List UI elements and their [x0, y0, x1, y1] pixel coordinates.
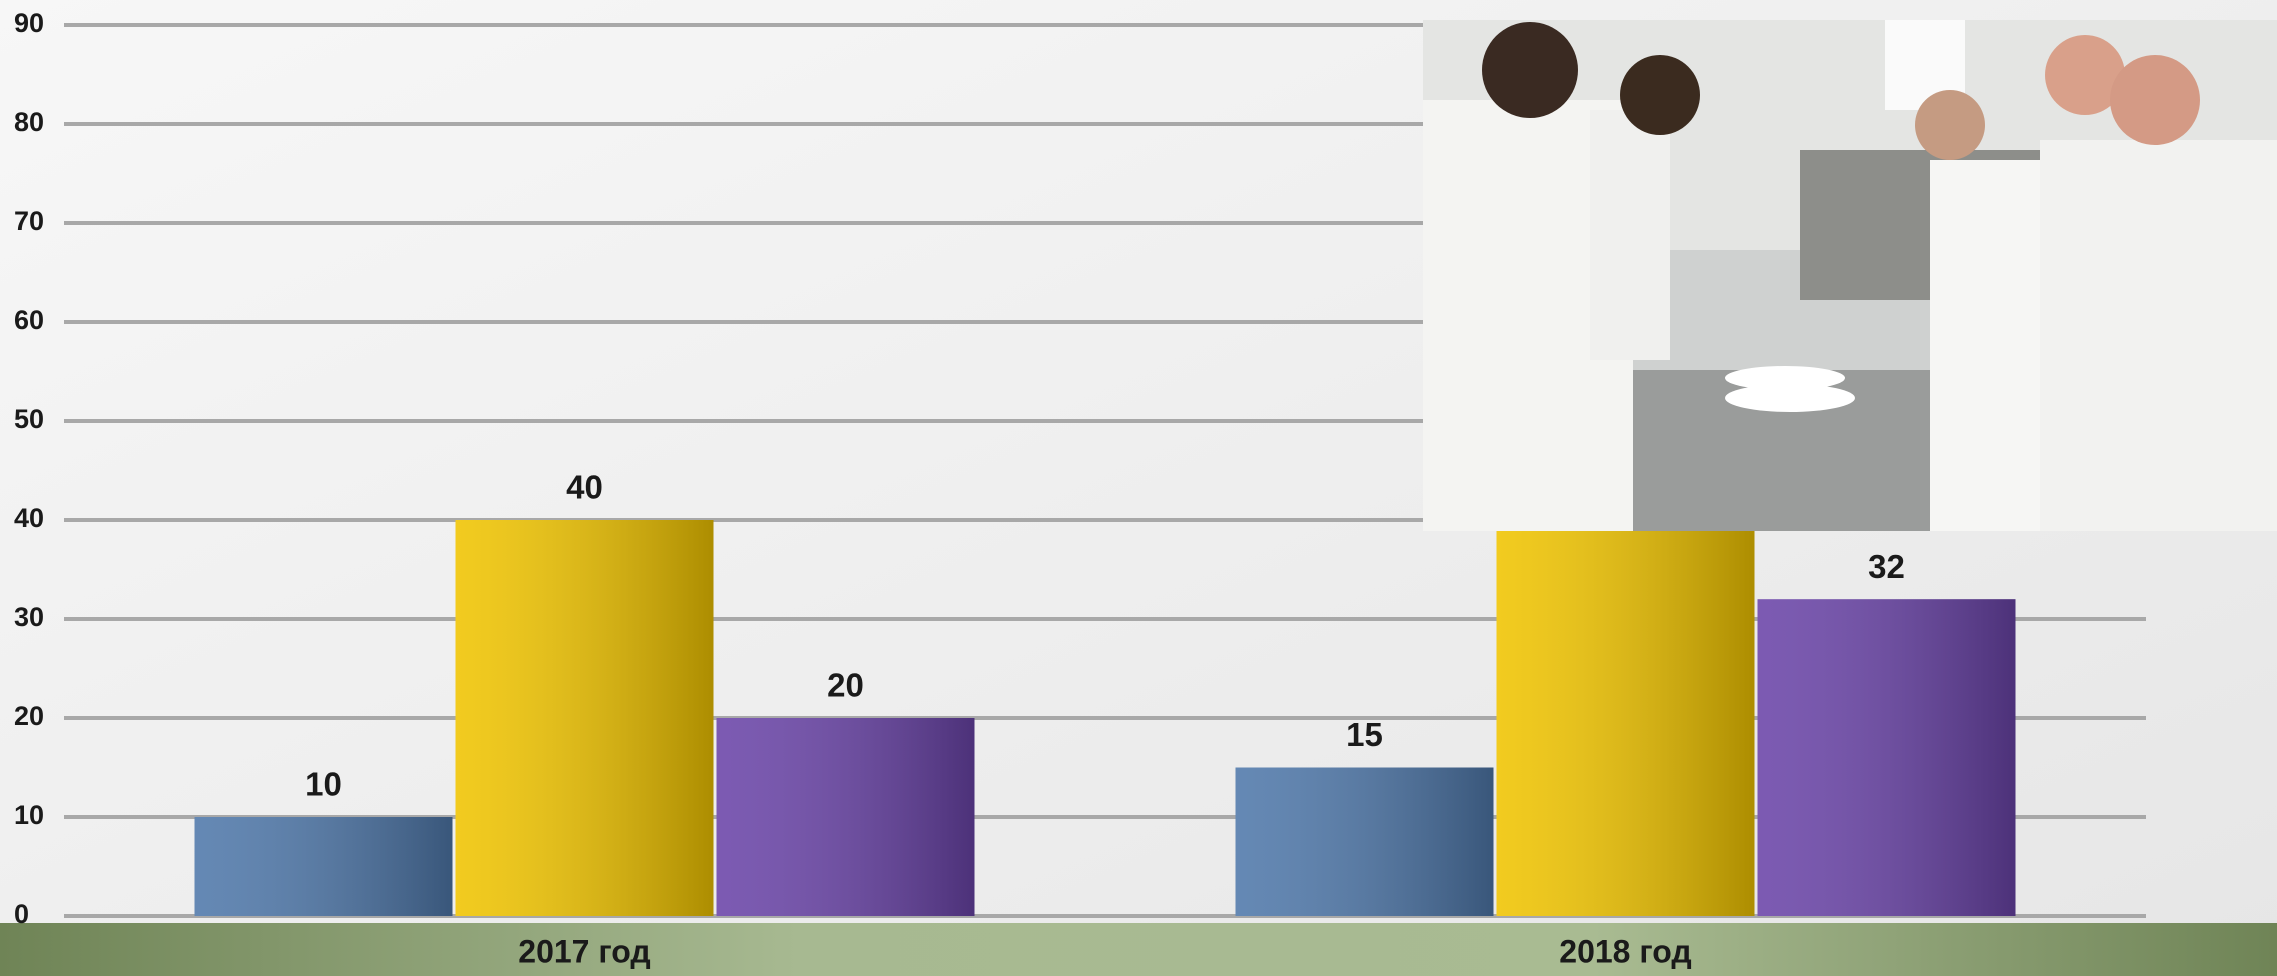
y-tick-label: 90: [14, 8, 44, 38]
y-tick-label: 60: [14, 305, 44, 335]
bar-shade: [716, 718, 975, 916]
photo: [1423, 20, 2277, 531]
y-tick-label: 10: [14, 800, 44, 830]
value-label: 20: [827, 667, 864, 704]
y-tick-label: 30: [14, 602, 44, 632]
y-tick-label: 80: [14, 107, 44, 137]
x-tick-label: 2018 год: [1559, 933, 1691, 969]
bar-shade: [1496, 470, 1755, 916]
footer-band: [0, 923, 2277, 976]
value-label: 40: [566, 469, 603, 506]
y-tick-label: 0: [14, 899, 29, 929]
bar-shade: [1757, 599, 2016, 916]
bar-shade: [194, 817, 453, 916]
y-tick-label: 70: [14, 206, 44, 236]
y-tick-label: 20: [14, 701, 44, 731]
value-label: 10: [305, 766, 342, 803]
x-tick-label: 2017 год: [518, 933, 650, 969]
bar-shade: [1235, 767, 1494, 916]
y-tick-label: 50: [14, 404, 44, 434]
bar-shade: [455, 520, 714, 916]
value-label: 32: [1868, 548, 1905, 585]
value-label: 15: [1346, 716, 1383, 753]
plot-area: 0 10 20 30 40 50 60 70 80 90 2017 год 10 40 20 2018 го…: [14, 8, 2146, 969]
y-tick-label: 40: [14, 503, 44, 533]
